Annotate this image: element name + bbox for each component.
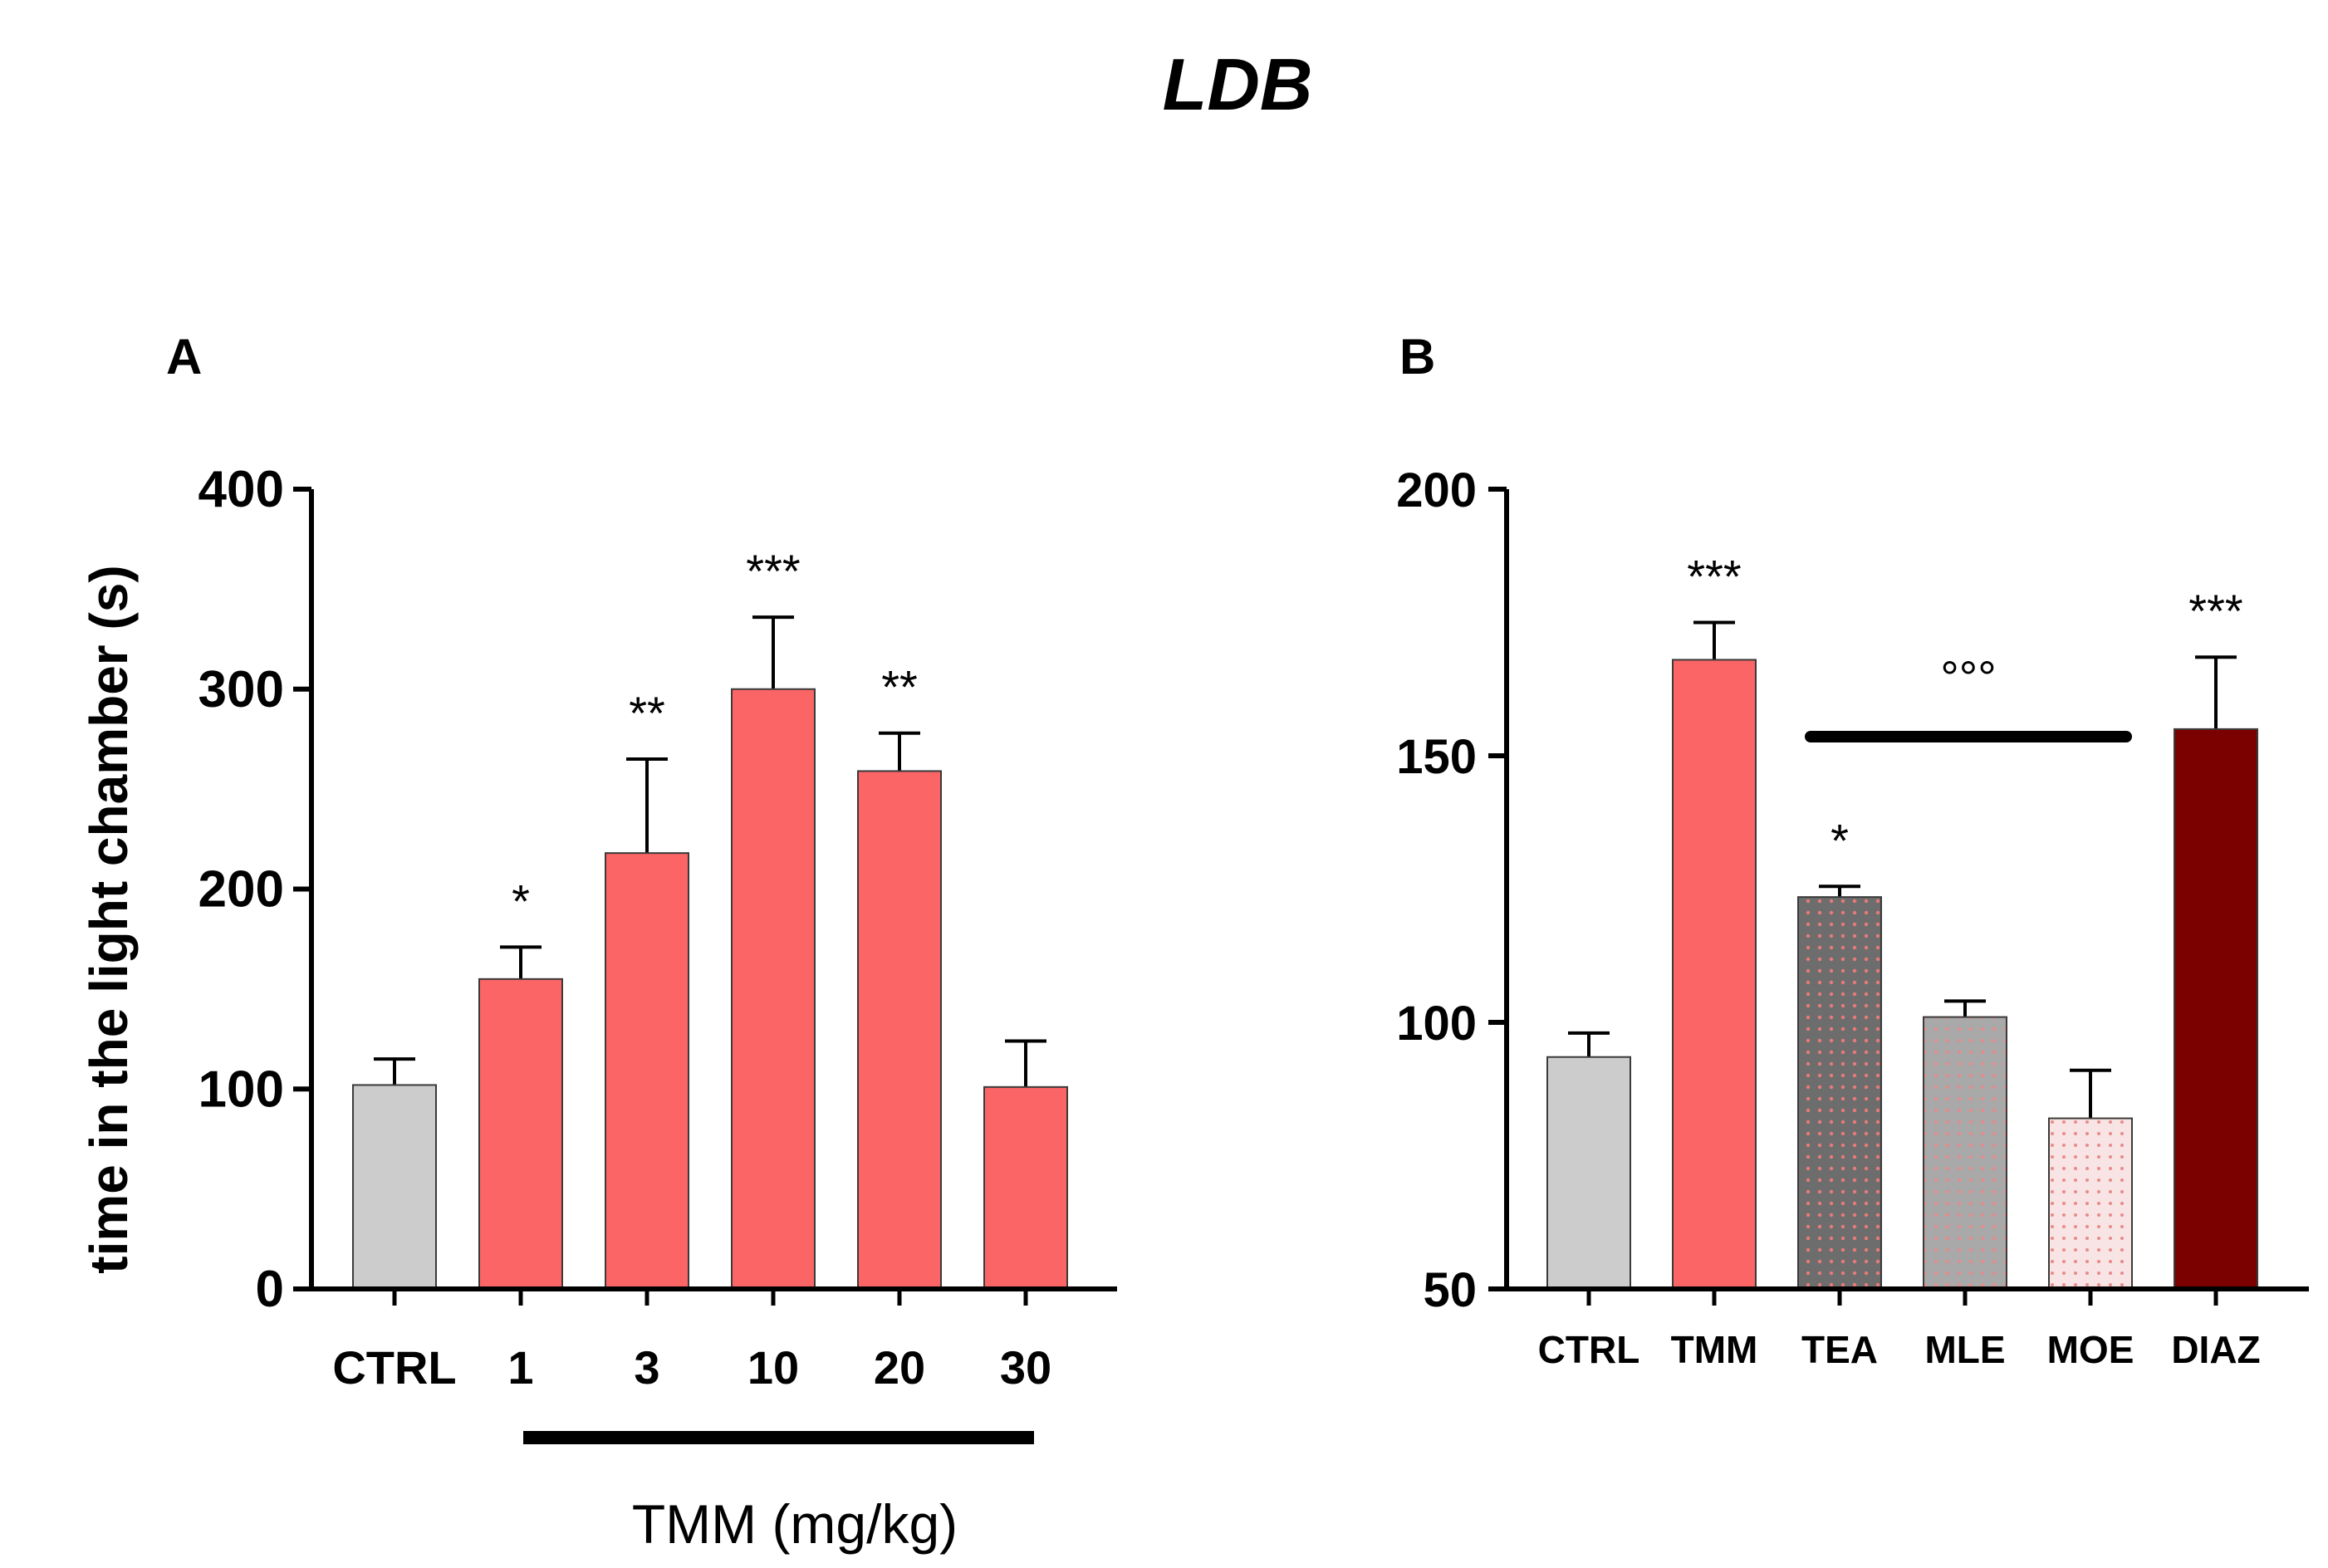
panel-a-bar-10	[731, 688, 816, 1290]
panel-a-plot-area: 0 100 200 300 400 CTRL 1 * 3 ** 10 *** 20 ** 30	[198, 461, 1068, 1394]
panel-a-significance-label: ***	[746, 545, 800, 597]
panel-a-significance-label: *	[512, 875, 530, 927]
panel-a-y-tick-label: 0	[256, 1261, 284, 1318]
panel-a-y-tick-label: 100	[198, 1061, 284, 1118]
panel-a-significance-label: **	[881, 661, 918, 713]
panel-a-category-label: 30	[1000, 1341, 1051, 1394]
figure-title: LDB	[1163, 43, 1313, 125]
panel-a-category-label: 20	[874, 1341, 925, 1394]
panel-b-category-label: MOE	[2047, 1328, 2134, 1371]
panel-b-bar-tmm	[1672, 659, 1757, 1290]
panel-b-significance-label: ***	[2188, 585, 2242, 637]
panel-a-bar-ctrl	[352, 1084, 437, 1291]
panel-b-category-label: DIAZ	[2171, 1328, 2260, 1371]
panel-b-y-tick-label: 200	[1396, 463, 1477, 517]
panel-b-bar-diaz	[2174, 728, 2258, 1290]
panel-a-bar-1	[478, 978, 563, 1291]
panel-a-bar-30	[983, 1085, 1068, 1291]
panel-b-label: B	[1399, 329, 1435, 385]
panel-a-category-label: CTRL	[332, 1341, 456, 1394]
panel-b-y-tick-label: 150	[1396, 730, 1477, 784]
panel-a-y-axis-label: time in the light chamber (s)	[79, 565, 139, 1273]
panel-b-y-tick-label: 50	[1423, 1263, 1477, 1317]
panel-a-y-tick-label: 300	[198, 661, 284, 718]
panel-a-category-label: 1	[507, 1341, 533, 1394]
panel-a-y-tick-label: 200	[198, 861, 284, 919]
panel-b-category-label: MLE	[1924, 1328, 2005, 1371]
panel-b-category-label: TEA	[1801, 1328, 1878, 1371]
panel-b-bar-mle	[1923, 1016, 2007, 1290]
panel-b-category-label: CTRL	[1538, 1328, 1640, 1371]
panel-a-significance-label: **	[629, 687, 665, 739]
panel-a-bar-20	[857, 770, 942, 1290]
panel-b: B 50 100 150 200 CTRL TMM *** TEA * MLE MOE DIAZ ***…	[1396, 329, 2309, 1371]
panel-b-bracket-significance: °°°	[1940, 651, 1996, 703]
panel-b-plot-area: 50 100 150 200 CTRL TMM *** TEA * MLE MOE DIAZ ***	[1396, 463, 2260, 1371]
panel-b-bar-ctrl	[1546, 1056, 1631, 1290]
panel-a-bar-3	[605, 852, 689, 1291]
panel-a-category-label: 3	[634, 1341, 659, 1394]
panel-b-significance-label: *	[1831, 814, 1849, 866]
panel-b-category-label: TMM	[1671, 1328, 1758, 1371]
panel-b-bar-tea	[1797, 896, 1882, 1290]
panel-a: A time in the light chamber (s) 0 100 200 3…	[79, 329, 1117, 1555]
panel-b-bar-moe	[2048, 1117, 2133, 1291]
panel-a-x-axis-label: TMM (mg/kg)	[632, 1493, 958, 1555]
panel-a-y-tick-label: 400	[198, 461, 284, 518]
panel-a-label: A	[166, 329, 202, 385]
panel-a-category-label: 10	[747, 1341, 799, 1394]
panel-b-significance-label: ***	[1687, 551, 1741, 603]
panel-b-y-tick-label: 100	[1396, 997, 1477, 1051]
